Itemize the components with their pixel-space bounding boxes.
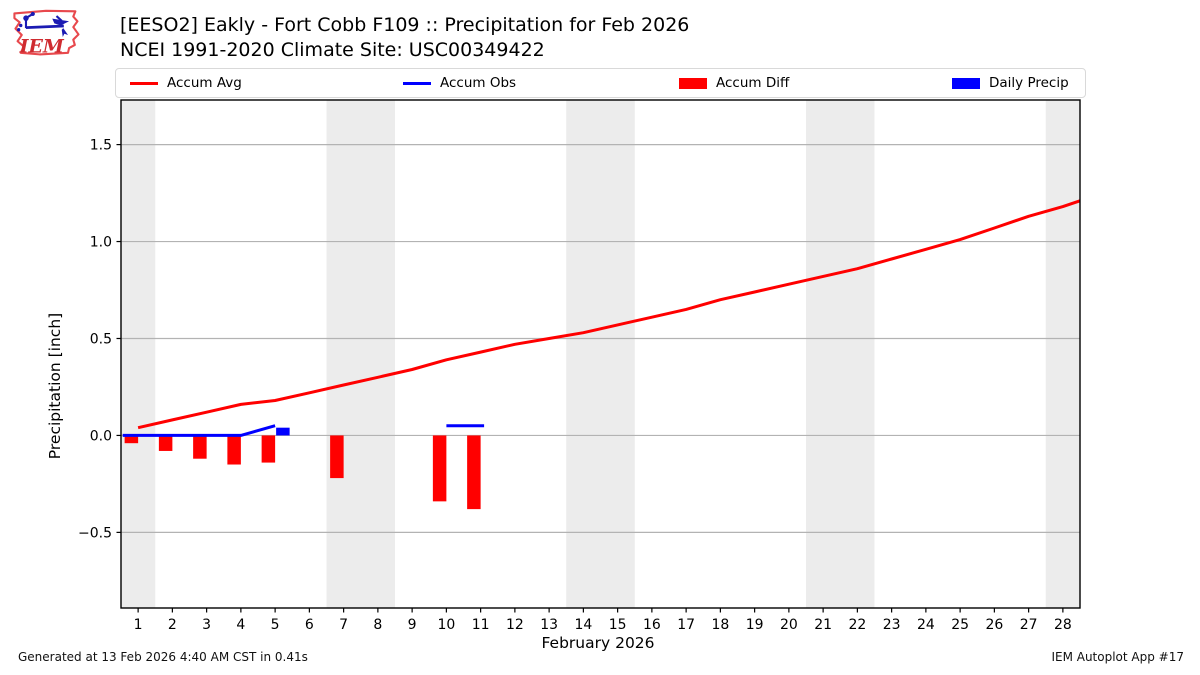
x-tick-label: 15 — [609, 617, 627, 633]
legend-item-daily-precip: Daily Precip — [952, 69, 1069, 97]
y-tick-label: 1.0 — [90, 235, 112, 251]
app-credit: IEM Autoplot App #17 — [1051, 650, 1184, 664]
legend-label: Accum Diff — [716, 75, 790, 91]
x-tick-label: 26 — [985, 617, 1003, 633]
x-tick-label: 18 — [711, 617, 729, 633]
x-tick-label: 27 — [1020, 617, 1038, 633]
accum-diff-bar — [467, 435, 481, 510]
x-tick-label: 3 — [202, 617, 211, 633]
x-tick-label: 20 — [780, 617, 798, 633]
accum-obs-line — [122, 424, 276, 437]
x-tick-label: 9 — [408, 617, 417, 633]
iem-logo-text: IEM — [19, 35, 65, 57]
accum-diff-bar — [432, 435, 447, 502]
x-tick-label: 12 — [506, 617, 524, 633]
weekend-band — [326, 100, 395, 608]
y-tick-label: 1.5 — [90, 138, 112, 154]
chart-title-block: [EESO2] Eakly - Fort Cobb F109 :: Precip… — [120, 13, 689, 62]
accum-diff-rect-swatch — [679, 77, 707, 89]
x-tick-label: 4 — [236, 617, 245, 633]
accum-diff-bar — [124, 435, 139, 444]
x-tick-label: 13 — [540, 617, 558, 633]
accum-diff-bar — [158, 435, 173, 451]
legend-item-accum-diff: Accum Diff — [679, 69, 789, 97]
y-tick-label: −0.5 — [78, 525, 112, 541]
x-tick-label: 6 — [305, 617, 314, 633]
chart-title: [EESO2] Eakly - Fort Cobb F109 :: Precip… — [120, 14, 690, 36]
legend: Accum Avg Accum Obs Accum Diff Daily Pre… — [115, 68, 1086, 98]
x-axis-title: February 2026 — [541, 634, 654, 652]
x-tick-label: 19 — [746, 617, 764, 633]
y-tick-label: 0.0 — [90, 428, 112, 444]
x-tick-label: 21 — [814, 617, 832, 633]
daily-precip-bar — [276, 427, 290, 436]
x-tick-label: 24 — [917, 617, 935, 633]
x-tick-label: 1 — [134, 617, 143, 633]
accum-diff-bar — [193, 435, 207, 459]
x-tick-label: 11 — [472, 617, 490, 633]
accum-avg-line — [137, 199, 1081, 430]
daily-precip-rect-swatch — [952, 77, 980, 89]
legend-label: Accum Obs — [440, 75, 517, 91]
x-tick-label: 16 — [643, 617, 661, 633]
x-tick-label: 8 — [373, 617, 382, 633]
weekend-band — [806, 100, 875, 608]
accum-diff-bar — [261, 435, 276, 463]
x-tick-label: 2 — [168, 617, 177, 633]
x-tick-label: 25 — [951, 617, 969, 633]
generated-timestamp: Generated at 13 Feb 2026 4:40 AM CST in … — [18, 650, 308, 664]
accum-diff-bar — [227, 435, 241, 465]
weekend-band — [121, 100, 156, 608]
legend-item-accum-avg: Accum Avg — [130, 69, 242, 97]
y-axis-title: Precipitation [inch] — [46, 313, 64, 459]
chart-subtitle: NCEI 1991-2020 Climate Site: USC00349422 — [120, 38, 545, 61]
iem-logo: IEM — [13, 9, 80, 57]
x-tick-label: 5 — [271, 617, 280, 633]
weekend-band — [1045, 100, 1080, 608]
weekend-band — [566, 100, 635, 608]
x-tick-label: 14 — [574, 617, 592, 633]
x-tick-label: 28 — [1054, 617, 1072, 633]
x-tick-label: 7 — [339, 617, 348, 633]
weather-vane-icon — [16, 11, 70, 38]
x-tick-label: 22 — [848, 617, 866, 633]
legend-label: Accum Avg — [167, 75, 242, 91]
x-tick-label: 10 — [437, 617, 455, 633]
x-tick-label: 17 — [677, 617, 695, 633]
accum-obs-line-swatch — [403, 81, 431, 85]
accum-diff-bar — [330, 435, 344, 479]
y-tick-label: 0.5 — [90, 331, 112, 347]
accum-avg-line-swatch — [130, 81, 158, 85]
x-tick-label: 23 — [883, 617, 901, 633]
plot-frame — [120, 99, 1081, 609]
legend-item-accum-obs: Accum Obs — [403, 69, 516, 97]
legend-label: Daily Precip — [989, 75, 1069, 91]
